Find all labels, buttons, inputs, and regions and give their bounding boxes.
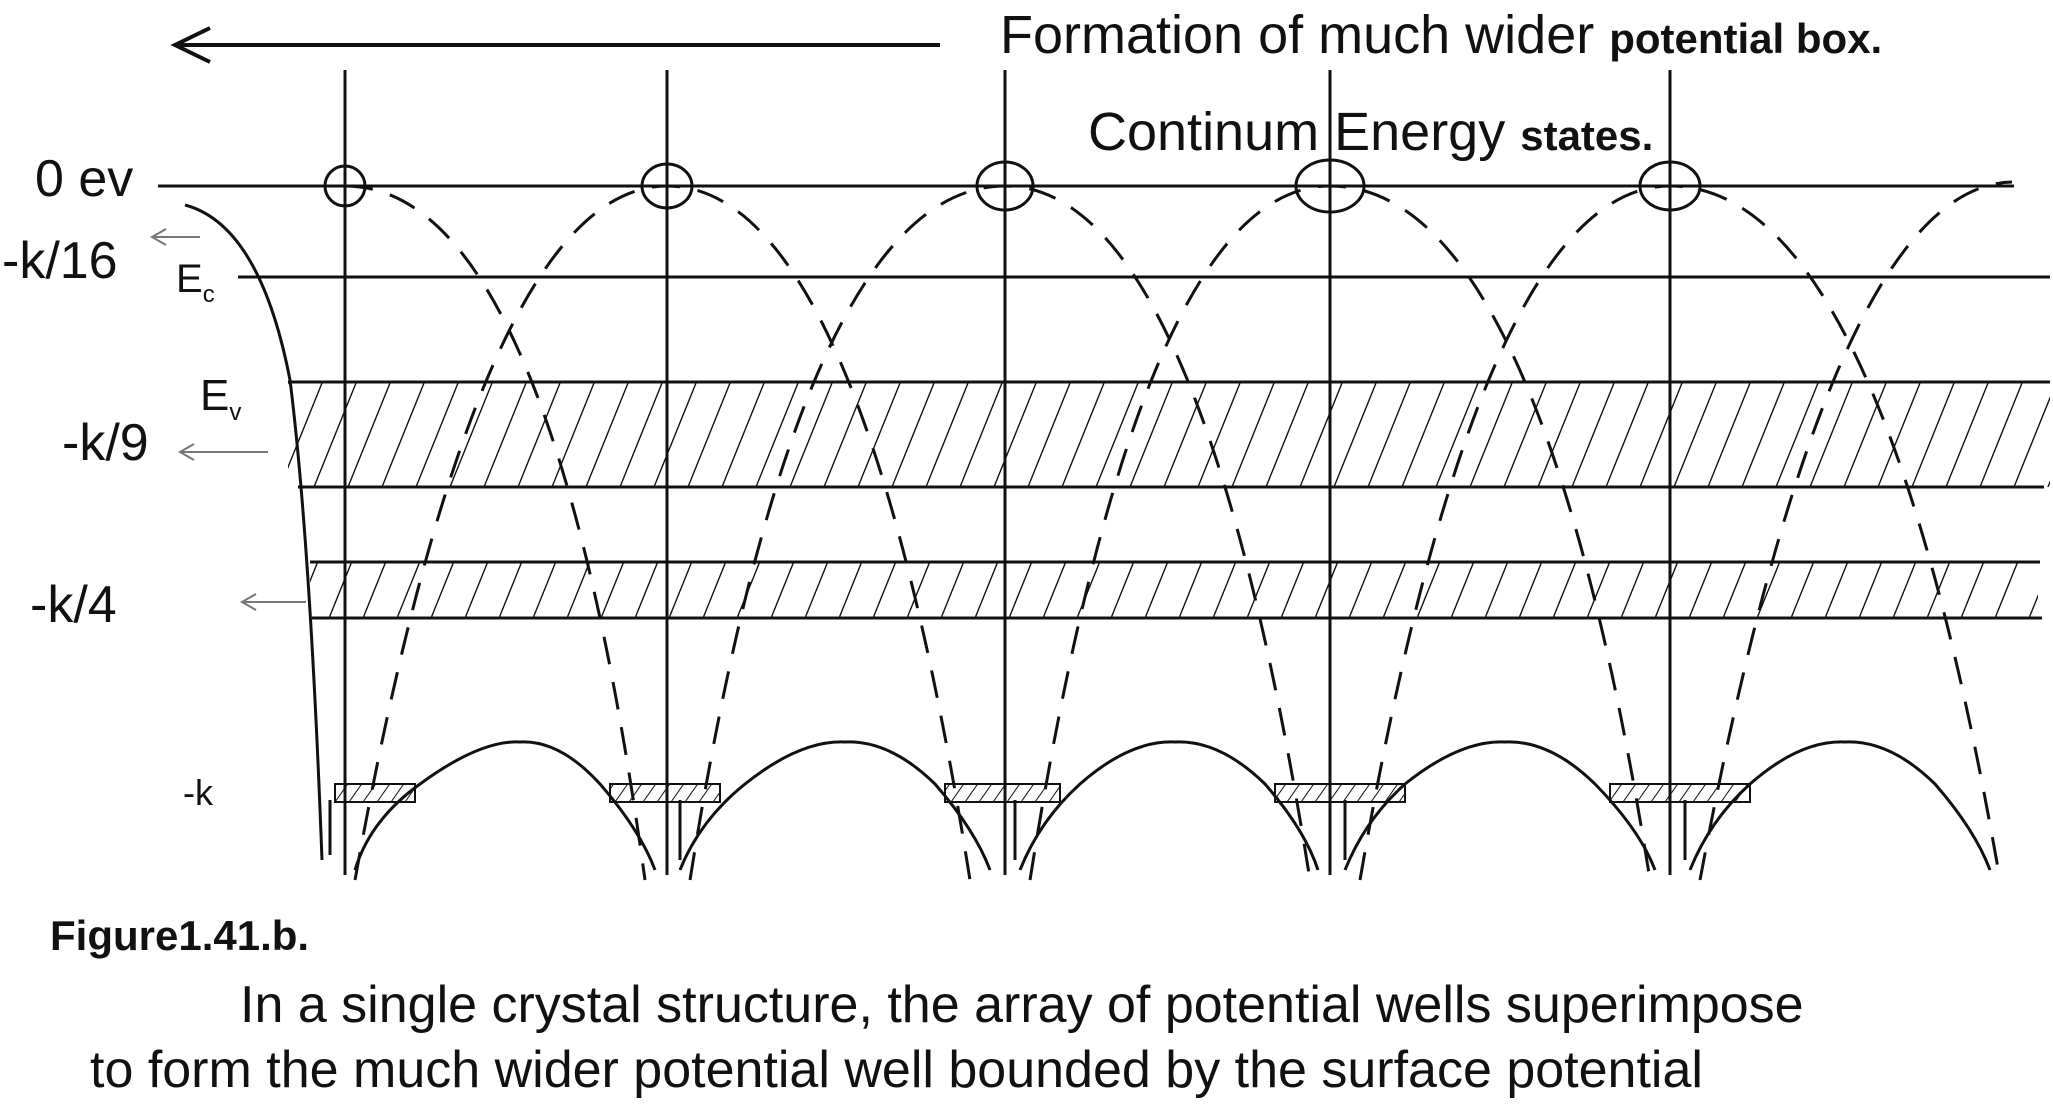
atom-position-lines (343, 70, 1672, 875)
caption-line-2: to form the much wider potential well bo… (90, 1041, 1703, 1099)
level-label-k4: -k/4 (30, 576, 117, 634)
level-label-0ev: 0 ev (35, 150, 133, 208)
title-bold: potential box. (1609, 15, 1882, 62)
surface-potential-curve (184, 203, 324, 861)
title-regular: Formation of much wider (1000, 5, 1609, 65)
continuum-text: Continum Energy states. (1088, 102, 1653, 162)
conduction-band-label: Ec (176, 257, 215, 308)
figure-label: Figure1.41.b. (50, 912, 310, 959)
level-label-k16: -k/16 (2, 232, 118, 290)
continuum-bold: states. (1520, 112, 1653, 159)
deep-band-segments (334, 783, 1751, 803)
ev-main: E (200, 371, 229, 420)
valence-band-upper (288, 382, 2050, 487)
ec-sub: c (203, 281, 215, 308)
continuum-regular: Continum Energy (1088, 102, 1520, 162)
caption-line-1: In a single crystal structure, the array… (240, 976, 1804, 1034)
valence-band-label: Ev (200, 371, 241, 426)
level-label-k: -k (183, 772, 214, 813)
wider-box-arrow (170, 26, 940, 64)
level-label-k9: -k/9 (62, 414, 149, 472)
pointer-arrows (149, 228, 306, 611)
ev-sub: v (229, 399, 241, 426)
ec-main: E (176, 257, 203, 301)
title-text: Formation of much wider potential box. (1000, 5, 1882, 65)
inter-atomic-barriers (353, 740, 1992, 871)
bottom-ticks (328, 800, 1687, 860)
continuum-state-circles (323, 158, 1702, 214)
valence-band-lower (310, 562, 2038, 618)
dashed-potential-wells (344, 180, 2013, 881)
